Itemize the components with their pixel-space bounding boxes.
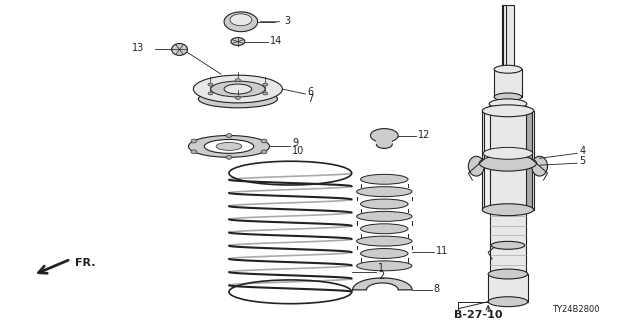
Ellipse shape	[224, 84, 252, 94]
Ellipse shape	[360, 174, 408, 184]
Ellipse shape	[494, 65, 522, 73]
Bar	[488, 274, 528, 302]
Ellipse shape	[485, 104, 531, 118]
Ellipse shape	[191, 150, 197, 154]
Text: 3: 3	[284, 16, 291, 26]
Text: 8: 8	[434, 284, 440, 294]
Ellipse shape	[360, 224, 408, 234]
Ellipse shape	[230, 14, 252, 26]
Ellipse shape	[261, 150, 267, 154]
Ellipse shape	[468, 156, 484, 176]
Ellipse shape	[356, 236, 412, 246]
Ellipse shape	[236, 79, 241, 82]
Ellipse shape	[261, 139, 267, 143]
Ellipse shape	[236, 96, 241, 100]
Text: 4: 4	[579, 146, 586, 156]
Ellipse shape	[216, 142, 242, 150]
Bar	[490, 210, 525, 274]
Text: 9: 9	[292, 139, 298, 148]
Ellipse shape	[211, 81, 265, 97]
Ellipse shape	[224, 12, 258, 32]
Ellipse shape	[479, 155, 536, 171]
Ellipse shape	[356, 212, 412, 221]
Text: 11: 11	[436, 246, 448, 256]
Bar	[503, 5, 506, 69]
Ellipse shape	[356, 261, 412, 271]
Text: 5: 5	[579, 156, 586, 166]
Ellipse shape	[532, 156, 547, 176]
Ellipse shape	[482, 105, 534, 117]
Text: FR.: FR.	[75, 258, 95, 268]
Ellipse shape	[193, 75, 282, 103]
Ellipse shape	[204, 140, 253, 153]
Ellipse shape	[494, 93, 522, 101]
Ellipse shape	[226, 133, 232, 138]
Ellipse shape	[489, 99, 527, 109]
Ellipse shape	[231, 37, 245, 45]
Bar	[482, 111, 534, 210]
Ellipse shape	[226, 155, 232, 159]
Text: TY24B2800: TY24B2800	[552, 305, 600, 314]
Ellipse shape	[191, 139, 197, 143]
Bar	[525, 111, 532, 210]
Ellipse shape	[356, 187, 412, 196]
Text: B-27-10: B-27-10	[454, 309, 502, 320]
Ellipse shape	[491, 241, 525, 249]
Ellipse shape	[488, 269, 528, 279]
Text: 13: 13	[132, 44, 144, 53]
Text: 7: 7	[307, 94, 314, 104]
Bar	[376, 135, 392, 144]
Ellipse shape	[263, 83, 268, 86]
Text: 2: 2	[378, 271, 385, 281]
Ellipse shape	[208, 83, 213, 86]
Text: 10: 10	[292, 146, 305, 156]
Text: 6: 6	[307, 87, 313, 97]
Ellipse shape	[482, 204, 534, 216]
Ellipse shape	[198, 90, 278, 108]
Ellipse shape	[263, 92, 268, 95]
Ellipse shape	[360, 199, 408, 209]
Ellipse shape	[488, 297, 528, 307]
Polygon shape	[353, 278, 412, 290]
Ellipse shape	[188, 135, 269, 157]
Text: 12: 12	[418, 130, 430, 140]
Ellipse shape	[360, 249, 408, 259]
Ellipse shape	[376, 140, 392, 148]
Ellipse shape	[483, 148, 532, 159]
Ellipse shape	[208, 92, 213, 95]
Text: 14: 14	[269, 36, 282, 45]
Ellipse shape	[371, 129, 398, 142]
Bar	[494, 69, 522, 97]
Text: 1: 1	[378, 263, 385, 273]
Ellipse shape	[172, 44, 188, 55]
Bar	[502, 5, 514, 69]
Bar	[484, 111, 490, 210]
